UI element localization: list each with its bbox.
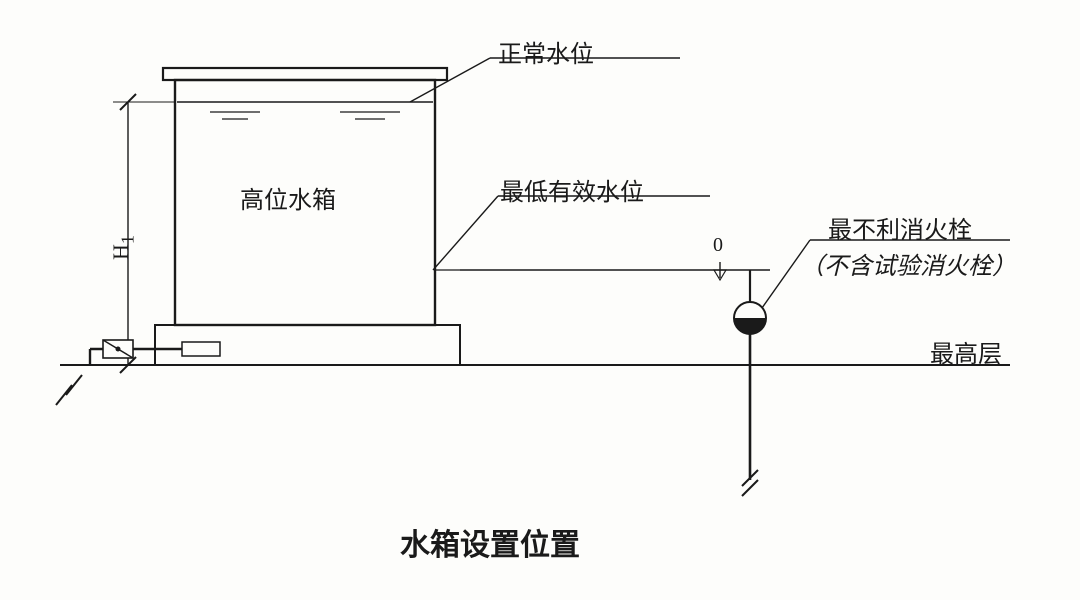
break-mark	[66, 375, 82, 395]
hydrant-fill	[734, 318, 766, 334]
tank-lid	[163, 68, 447, 80]
tank-base	[155, 325, 460, 365]
valve-dot	[116, 347, 121, 352]
diagram-title: 水箱设置位置	[400, 520, 580, 564]
leader-min	[433, 196, 498, 270]
dim-h1: H	[108, 244, 133, 260]
label-min-level: 最低有效水位	[500, 172, 644, 207]
label-normal-level: 正常水位	[498, 34, 594, 69]
label-worst-hydrant: 最不利消火栓	[828, 210, 972, 245]
label-worst-hydrant-note: （不含试验消火栓）	[800, 246, 1016, 281]
dim-h1-sub: 1	[117, 235, 137, 244]
diagram-canvas	[0, 0, 1080, 600]
outlet-box	[182, 342, 220, 356]
label-elev-zero: 0	[713, 234, 723, 257]
label-top-floor: 最高层	[930, 334, 1002, 369]
break-mark	[56, 385, 72, 405]
label-tank-name: 高位水箱	[240, 180, 336, 215]
